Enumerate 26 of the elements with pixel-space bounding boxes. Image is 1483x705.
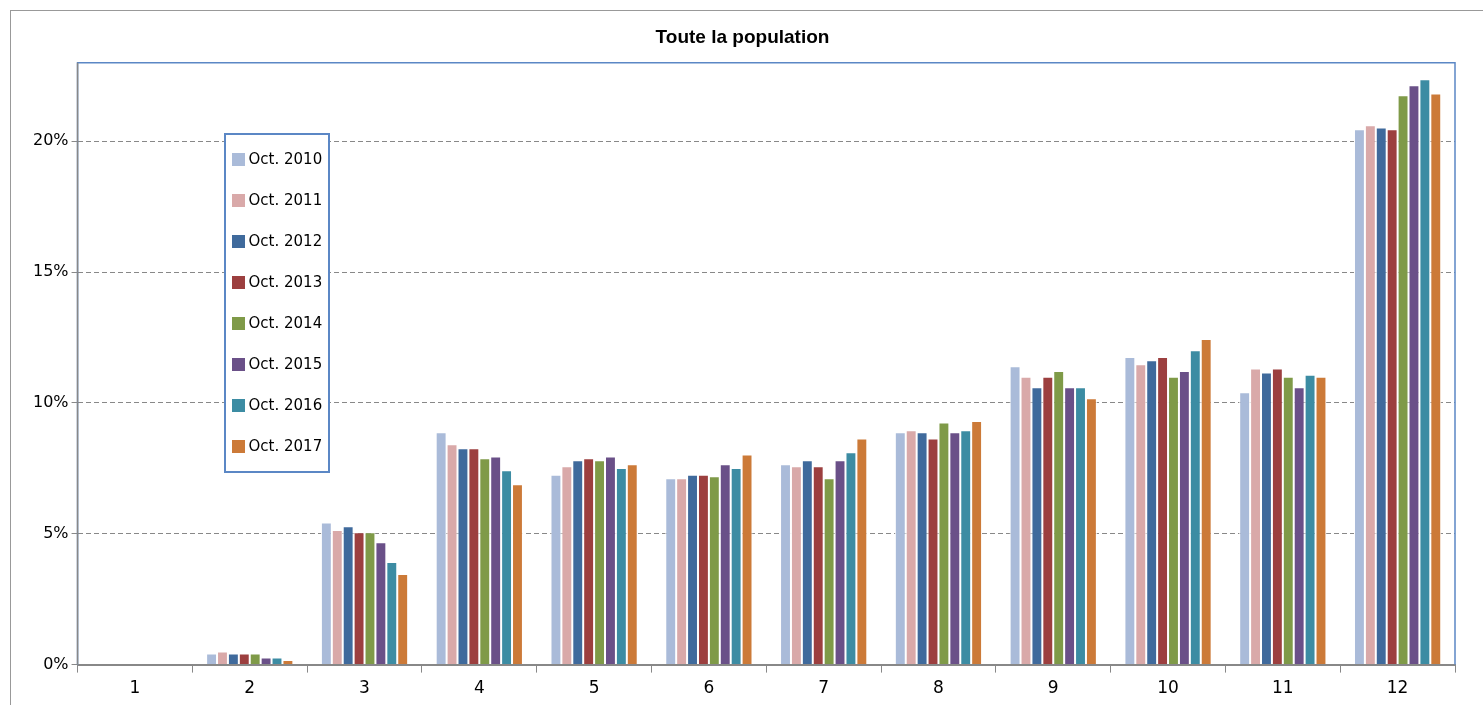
legend-label: Oct. 2010 xyxy=(248,150,323,169)
y-tick-label: 10% xyxy=(33,392,69,412)
x-tick-label: 11 xyxy=(1272,677,1294,698)
x-tick-label: 8 xyxy=(933,677,944,698)
x-tick-label: 2 xyxy=(244,677,256,698)
legend-label: Oct. 2015 xyxy=(248,355,323,374)
legend-label: Oct. 2014 xyxy=(248,314,323,333)
y-tick-label: 15% xyxy=(33,261,69,281)
legend-label: Oct. 2013 xyxy=(248,273,323,292)
y-tick-label: 20% xyxy=(33,130,69,150)
y-tick-label: 5% xyxy=(43,522,69,542)
x-tick-label: 10 xyxy=(1157,677,1179,698)
x-tick-label: 9 xyxy=(1047,677,1059,698)
x-tick-label: 7 xyxy=(818,677,830,698)
legend-label: Oct. 2011 xyxy=(248,191,323,210)
legend-label: Oct. 2012 xyxy=(248,232,323,251)
x-tick-label: 12 xyxy=(1386,677,1409,698)
chart-title: Toute la population xyxy=(655,25,830,47)
x-tick-label: 5 xyxy=(588,677,600,698)
x-tick-label: 4 xyxy=(473,677,485,698)
x-tick-label: 6 xyxy=(703,677,715,698)
legend-label: Oct. 2017 xyxy=(248,437,323,456)
legend-label: Oct. 2016 xyxy=(248,396,323,415)
y-tick-label: 0% xyxy=(43,653,69,673)
x-tick-label: 1 xyxy=(129,677,141,698)
x-tick-label: 3 xyxy=(359,677,370,698)
